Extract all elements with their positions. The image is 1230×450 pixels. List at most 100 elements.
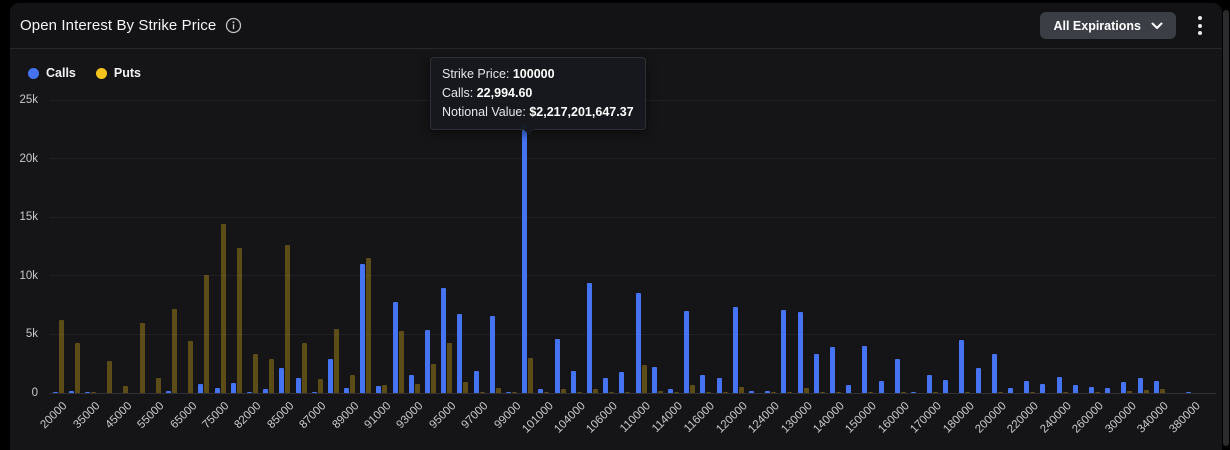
bar-puts-60000[interactable] [171, 308, 177, 393]
bar-calls-75000[interactable] [214, 388, 220, 393]
bar-calls-110000[interactable] [635, 293, 641, 393]
bar-puts-87000[interactable] [317, 378, 323, 393]
bar-puts-115000[interactable] [690, 384, 696, 393]
bar-calls-93000[interactable] [408, 375, 414, 393]
bar-puts-86000[interactable] [301, 342, 307, 393]
bar-puts-170000[interactable] [933, 392, 939, 393]
bar-calls-20000[interactable] [52, 392, 58, 393]
bar-puts-70000[interactable] [204, 274, 210, 393]
bar-calls-90000[interactable] [360, 264, 366, 393]
bar-puts-114000[interactable] [673, 392, 679, 393]
legend-item-calls[interactable]: Calls [28, 66, 76, 80]
bar-puts-95000[interactable] [447, 343, 453, 393]
bar-calls-105000[interactable] [587, 282, 592, 393]
bar-calls-86000[interactable] [295, 378, 301, 393]
bar-puts-106000[interactable] [609, 392, 615, 393]
bar-calls-87000[interactable] [311, 392, 317, 393]
bar-puts-116000[interactable] [706, 392, 712, 393]
bar-puts-80000[interactable] [236, 247, 242, 393]
bar-calls-98000[interactable] [489, 315, 495, 393]
bar-puts-92000[interactable] [398, 330, 404, 393]
bar-puts-20000[interactable] [58, 320, 64, 393]
bar-puts-320000[interactable] [1143, 390, 1149, 393]
bar-puts-105000[interactable] [593, 389, 598, 393]
scrollbar-thumb[interactable] [1223, 10, 1229, 446]
bar-puts-300000[interactable] [1127, 391, 1133, 393]
bar-puts-125000[interactable] [787, 391, 793, 393]
bar-calls-125000[interactable] [781, 309, 787, 393]
bar-puts-85000[interactable] [285, 245, 291, 393]
bar-calls-165000[interactable] [910, 391, 916, 393]
bar-calls-60000[interactable] [165, 390, 171, 393]
bar-puts-100000[interactable] [528, 357, 534, 393]
bar-calls-84000[interactable] [263, 389, 269, 393]
bar-puts-84000[interactable] [269, 359, 275, 393]
bar-puts-93000[interactable] [414, 383, 420, 393]
bar-puts-50000[interactable] [139, 322, 145, 393]
bar-puts-94000[interactable] [431, 363, 437, 393]
bar-puts-45000[interactable] [123, 385, 129, 393]
bar-puts-108000[interactable] [625, 392, 631, 393]
bar-calls-108000[interactable] [619, 371, 625, 393]
bar-calls-100000[interactable] [522, 123, 528, 393]
bar-calls-145000[interactable] [846, 384, 852, 393]
bar-calls-380000[interactable] [1186, 391, 1192, 393]
bar-calls-80000[interactable] [230, 383, 236, 393]
bar-puts-220000[interactable] [1030, 392, 1036, 393]
bar-puts-65000[interactable] [188, 341, 194, 393]
bar-calls-95000[interactable] [441, 287, 447, 393]
bar-puts-104000[interactable] [576, 391, 582, 393]
bar-puts-88000[interactable] [333, 328, 339, 393]
bar-puts-35000[interactable] [90, 392, 96, 393]
bar-puts-200000[interactable] [997, 392, 1003, 393]
bar-calls-340000[interactable] [1153, 381, 1159, 393]
bar-calls-92000[interactable] [392, 301, 398, 393]
bar-calls-106000[interactable] [603, 377, 609, 393]
bar-calls-135000[interactable] [813, 354, 819, 393]
bar-puts-91000[interactable] [382, 384, 388, 393]
bar-puts-96000[interactable] [463, 382, 469, 393]
bar-puts-135000[interactable] [819, 392, 825, 393]
bar-calls-120000[interactable] [732, 307, 738, 393]
expirations-dropdown-button[interactable]: All Expirations [1040, 12, 1176, 39]
bar-puts-55000[interactable] [155, 377, 161, 393]
bar-calls-170000[interactable] [927, 375, 933, 393]
bar-puts-130000[interactable] [803, 388, 809, 393]
bar-puts-30000[interactable] [74, 343, 80, 393]
bar-calls-101000[interactable] [538, 389, 544, 393]
bar-calls-140000[interactable] [829, 347, 835, 393]
bar-calls-104000[interactable] [570, 370, 576, 393]
bar-calls-122000[interactable] [748, 390, 754, 393]
bar-calls-91000[interactable] [376, 385, 382, 393]
bar-calls-250000[interactable] [1072, 384, 1078, 393]
bar-puts-150000[interactable] [868, 392, 874, 393]
bar-calls-85000[interactable] [279, 368, 285, 393]
bar-calls-155000[interactable] [878, 381, 884, 393]
bar-calls-96000[interactable] [457, 314, 463, 393]
bar-calls-88000[interactable] [327, 359, 333, 393]
bar-calls-160000[interactable] [894, 359, 900, 393]
bar-calls-114000[interactable] [667, 389, 673, 393]
bar-puts-99000[interactable] [512, 392, 518, 393]
info-icon[interactable] [225, 17, 242, 34]
bar-calls-30000[interactable] [68, 391, 74, 393]
bar-puts-97000[interactable] [479, 392, 485, 393]
bar-calls-82000[interactable] [246, 391, 252, 393]
bar-calls-70000[interactable] [198, 383, 204, 393]
bar-calls-116000[interactable] [700, 375, 706, 393]
bar-calls-240000[interactable] [1056, 376, 1062, 393]
bar-puts-260000[interactable] [1095, 392, 1101, 393]
bar-puts-89000[interactable] [350, 375, 356, 393]
bar-puts-118000[interactable] [722, 392, 728, 393]
bar-puts-82000[interactable] [252, 354, 258, 393]
bar-calls-35000[interactable] [84, 392, 90, 393]
bar-calls-89000[interactable] [344, 388, 350, 393]
bar-calls-220000[interactable] [1024, 381, 1030, 393]
bar-puts-240000[interactable] [1062, 392, 1068, 393]
bar-calls-150000[interactable] [862, 346, 868, 393]
bar-puts-40000[interactable] [107, 361, 113, 393]
bar-calls-130000[interactable] [797, 312, 803, 393]
bar-calls-230000[interactable] [1040, 383, 1046, 393]
bar-calls-210000[interactable] [1008, 388, 1014, 393]
bar-puts-98000[interactable] [495, 388, 501, 393]
